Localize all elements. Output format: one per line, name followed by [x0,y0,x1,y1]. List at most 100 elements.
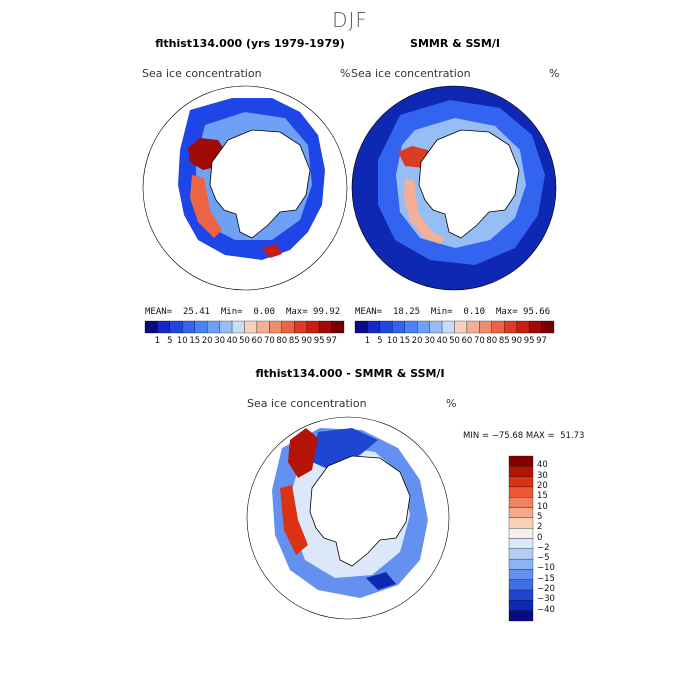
left-colorbar-swatch [294,320,307,334]
left-min-label: Min= [220,307,243,317]
left-mean-value: 25.41 [182,307,211,317]
right-antarctica [418,129,520,239]
diff-colorbar-swatch [508,507,534,519]
right-colorbar-swatch [491,320,505,334]
right-colorbar-tick: 40 [436,336,448,346]
left-colorbar-swatch [281,320,295,334]
left-colorbar-swatch [231,320,245,334]
left-colorbar-tick: 10 [176,336,188,346]
right-colorbar-tick: 90 [511,336,523,346]
right-min-value: 0.10 [463,307,486,317]
left-colorbar-swatch [144,320,158,334]
right-colorbar-swatch [541,320,555,334]
right-ice-medium [404,178,445,244]
diff-colorbar-swatch [508,497,534,508]
right-colorbar-tick: 30 [424,336,436,346]
left-colorbar-tick: 1 [154,336,161,346]
diff-antarctica [309,455,411,567]
diff-colorbar-label: 20 [537,480,548,491]
diff-colorbar-swatch [508,528,534,539]
right-colorbar-swatch [466,320,480,334]
diff-red-south [280,485,308,555]
left-colorbar-swatch [194,320,208,334]
right-map-border [351,85,557,291]
diff-polar-map [272,428,428,598]
right-colorbar-tick: 1 [364,336,371,346]
left-colorbar-tick: 95 [313,336,325,346]
right-stats: MEAN= 18.25 Min= 0.10 Max= 95.66 [355,307,550,317]
right-min-label: Min= [430,307,453,317]
diff-colorbar-label: −20 [537,584,555,595]
right-polar-map [352,86,556,290]
right-variable-label: Sea ice concentration [351,67,471,80]
diff-colorbar-swatch [508,466,534,477]
right-colorbar-tick: 50 [449,336,460,346]
right-colorbar-swatch [454,320,468,334]
right-colorbar-tick: 20 [411,336,423,346]
left-stats: MEAN= 25.41 Min= 0.00 Max= 99.92 [145,307,340,317]
right-colorbar-swatch [516,320,530,334]
diff-colorbar-label: −10 [537,563,555,574]
left-colorbar-swatch [269,320,282,334]
right-colorbar-tick: 15 [399,336,411,346]
right-colorbar-tick: 5 [377,336,383,346]
left-colorbar-tick: 50 [239,336,250,346]
diff-red-west [288,428,318,478]
right-colorbar-swatch [441,320,455,334]
left-colorbar-tick: 40 [226,336,238,346]
left-colorbar-swatch [182,320,195,334]
right-colorbar-swatch [367,320,381,334]
diff-colorbar-label: 0 [537,532,543,543]
right-colorbar-tick: 97 [536,336,547,346]
right-unit-label: % [549,67,560,80]
right-colorbar-tick: 70 [473,336,485,346]
right-colorbar-swatch [392,320,405,334]
diff-colorbar-label: 40 [537,460,548,471]
diff-colorbar-swatch [508,610,534,622]
left-colorbar-tick: 70 [263,336,275,346]
diff-field-dark [312,428,378,470]
diff-colorbar-label: −40 [537,604,555,615]
left-colorbar-swatch [244,320,258,334]
right-max-label: Max= [495,307,518,317]
right-colorbar-tick: 60 [461,336,473,346]
left-polar-map [178,98,325,260]
diff-colorbar-label: −5 [537,553,550,564]
diff-colorbar-label: 30 [537,470,548,481]
left-min-value: 0.00 [253,307,276,317]
right-colorbar-swatch [504,320,517,334]
left-colorbar-swatch [207,320,220,334]
left-colorbar-tick: 80 [276,336,288,346]
diff-variable-label: Sea ice concentration [247,397,367,410]
left-variable-label: Sea ice concentration [142,67,262,80]
diff-colorbar-swatch [508,579,534,591]
left-map-border [142,85,348,291]
diff-colorbar-swatch [508,589,534,601]
diff-colorbar-swatch [508,548,534,560]
left-colorbar-tick: 20 [201,336,213,346]
left-ice-medium [190,175,222,238]
right-colorbar-tick: 80 [486,336,498,346]
left-colorbar [144,320,345,334]
left-colorbar-tick: 85 [288,336,300,346]
right-colorbar-swatch [479,320,492,334]
left-colorbar-swatch [256,320,270,334]
left-colorbar-swatch [219,320,233,334]
right-panel-title: SMMR & SSM/I [410,37,500,50]
diff-colorbar-label: 5 [537,511,543,522]
left-colorbar-swatch [318,320,332,334]
diff-unit-label: % [446,397,457,410]
right-colorbar-swatch [404,320,418,334]
diff-colorbar-swatch [508,600,534,611]
left-colorbar-swatch [169,320,183,334]
diff-colorbar-swatch [508,476,534,488]
left-mean-label: MEAN= [145,307,173,317]
diff-colorbar [508,455,534,622]
right-colorbar-swatch [354,320,368,334]
right-colorbar-tick: 10 [386,336,398,346]
diff-map-border [246,416,450,620]
right-colorbar-tick: 85 [498,336,510,346]
diff-colorbar-label: 2 [537,522,543,533]
left-colorbar-tick: 5 [167,336,173,346]
